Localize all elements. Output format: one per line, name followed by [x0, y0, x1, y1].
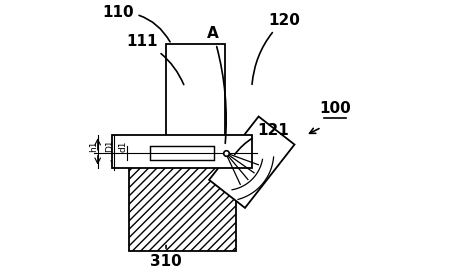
Bar: [129, 143, 236, 251]
Text: 111: 111: [126, 34, 184, 85]
Text: 121: 121: [234, 122, 289, 154]
Text: d1: d1: [119, 140, 128, 152]
Text: 100: 100: [319, 101, 351, 116]
Bar: [112, 135, 252, 168]
Text: 110: 110: [102, 5, 170, 42]
Text: D1: D1: [105, 140, 114, 152]
Bar: [150, 146, 214, 159]
Bar: [166, 44, 225, 157]
Text: 120: 120: [252, 13, 300, 84]
Text: h1: h1: [89, 140, 98, 152]
Polygon shape: [209, 116, 294, 208]
Text: 310: 310: [150, 245, 182, 269]
Text: A: A: [207, 26, 226, 143]
